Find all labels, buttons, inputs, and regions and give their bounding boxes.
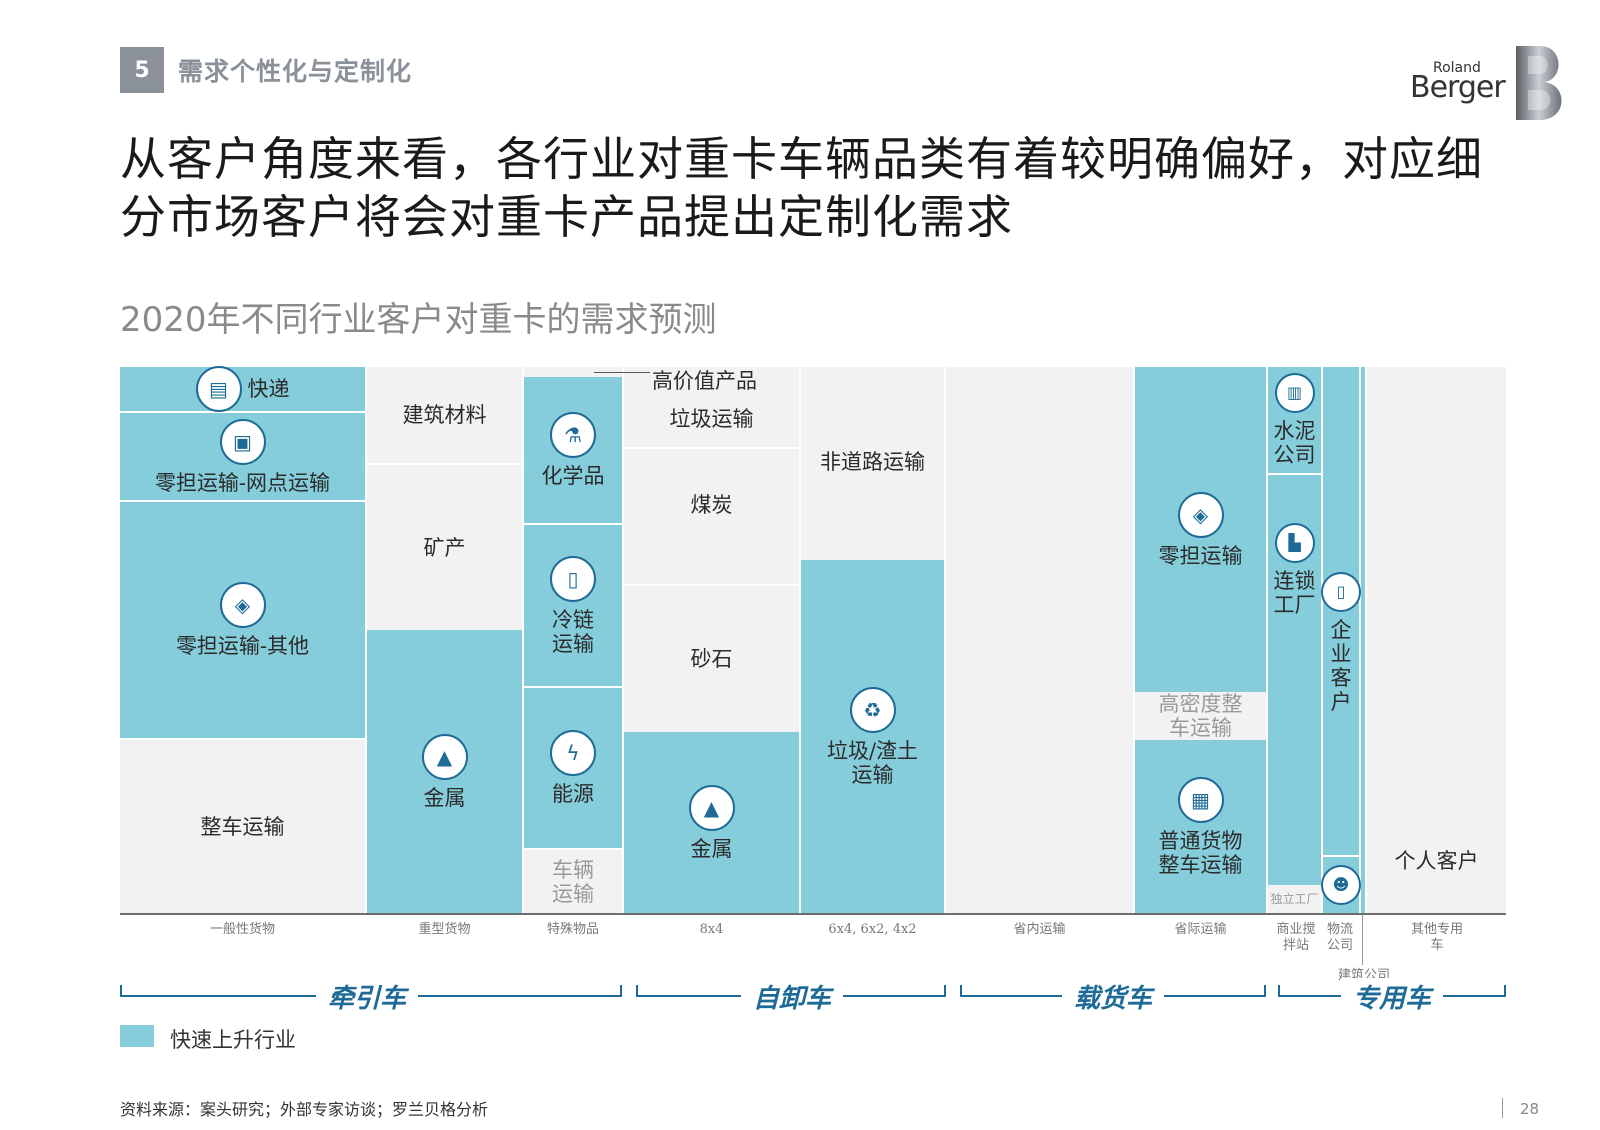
legend-swatch [120,1025,154,1047]
cell-general-ftl-label: 普通货物整车运输 [1158,828,1243,877]
logo-text-berger: Berger [1410,70,1506,105]
gold-bars-icon: ▲ [688,784,735,831]
x-label-logistics: 物流公司 [1326,922,1353,953]
cell-garbage-8x4-label: 垃圾运输 [669,407,754,431]
cell-cement-label: 水泥公司 [1273,419,1316,467]
cell-individual-logistics: ☻ [1321,857,1361,913]
cell-building-materials: 建筑材料 [367,367,522,465]
battery-icon: ϟ [550,730,596,776]
cell-metals-8x4: ▲ 金属 [624,732,799,913]
box-icon: ◈ [219,582,266,628]
logo-text-roland: Roland [1433,60,1481,76]
x-label-other: 其他专用车 [1410,922,1463,953]
cell-individual-customers: 个人客户 [1367,367,1506,913]
high-value-leader-line [594,372,650,373]
x-label-8x4: 8x4 [699,922,724,937]
cell-ltl-inter: ◈ 零担运输 [1135,367,1266,692]
x-label-6x4: 6x4, 6x2, 4x2 [828,922,917,937]
cell-independent-factory: 独立工厂 [1268,885,1321,913]
cell-chemicals: ⚗ 化学品 [524,377,622,525]
cell-garbage-8x4: 垃圾运输 [624,367,799,449]
cell-high-value-goods-label: 高价值产品 [652,369,757,393]
building-icon: ▥ [1274,373,1315,413]
cell-cold-chain: ▯ 冷链运输 [524,525,622,688]
flask-icon: ⚗ [550,412,596,458]
cell-coal: 煤炭 [624,449,799,586]
cell-metals-8x4-label: 金属 [690,836,733,861]
cell-garbage-muck: ♻ 垃圾/渣土运输 [801,560,944,913]
x-label-general: 一般性货物 [209,922,275,937]
cell-general-ftl: ▦ 普通货物整车运输 [1135,740,1266,913]
cell-ltl-network: ▣ 零担运输-网点运输 [120,413,365,502]
cell-high-density: 高密度整车运输 [1135,692,1266,740]
cell-cement: ▥ 水泥公司 [1268,367,1321,475]
headline: 从客户角度来看，各行业对重卡车辆品类有着较明确偏好，对应细分市场客户将会对重卡产… [120,132,1483,244]
cell-vehicle-transport-label: 车辆运输 [552,857,594,906]
cell-minerals: 矿产 [367,465,522,630]
cell-metals-heavy-label: 金属 [423,785,466,810]
cart-icon: ▦ [1177,776,1224,823]
logo-b-mark-icon [1516,46,1562,120]
cell-garbage-muck-label: 垃圾/渣土运输 [826,738,919,787]
bracket-special-label: 专用车 [1341,978,1444,1015]
x-label-inter: 省际运输 [1174,922,1227,937]
cell-express-label: 快递 [247,377,290,401]
page-number-divider [1502,1098,1503,1118]
section-title: 需求个性化与定制化 [178,57,413,86]
cell-express: ▤ 快递 [120,366,365,413]
x-label-heavy: 重型货物 [418,922,471,937]
cell-gravel-label: 砂石 [690,647,733,671]
cell-energy: ϟ 能源 [524,688,622,850]
factory-icon: ▙ [1274,523,1315,563]
cell-coal-label: 煤炭 [690,493,733,517]
bracket-dump-label: 自卸车 [741,978,844,1015]
cell-ltl-other: ◈ 零担运输-其他 [120,502,365,740]
cell-minerals-label: 矿产 [423,535,466,560]
cell-construction-company [1361,367,1365,913]
recycle-icon: ♻ [849,686,896,733]
building-icon: ▯ [1321,572,1361,612]
cell-vehicle-transport: 车辆运输 [524,850,622,913]
x-label-intra: 省内运输 [1013,922,1066,937]
gold-bars-icon: ▲ [421,733,468,780]
cell-building-materials-label: 建筑材料 [402,403,487,427]
cell-intra-province [946,367,1133,913]
cell-off-road-label: 非道路运输 [820,450,925,474]
chart-baseline [120,913,1506,915]
cell-off-road: 非道路运输 [801,367,944,560]
cell-cold-chain-label: 冷链运输 [552,607,594,656]
person-icon: ☻ [1321,865,1361,905]
bracket-cargo-label: 载货车 [1062,978,1165,1015]
page-number: 28 [1520,1100,1540,1118]
cell-ftl-label: 整车运输 [200,814,285,839]
cell-chain-factory-label: 连锁工厂 [1273,569,1316,617]
cell-ftl: 整车运输 [120,740,365,913]
delivery-icon: ▤ [195,366,242,412]
cell-high-value-goods [524,367,622,377]
x-label-special: 特殊物品 [546,922,599,937]
cell-enterprise: ▯ 企业客户 [1321,367,1361,857]
cell-ltl-network-label: 零担运输-网点运输 [154,470,331,495]
truck-icon: ▣ [219,418,266,465]
source-note: 资料来源：案头研究；外部专家访谈；罗兰贝格分析 [120,1100,489,1119]
cell-chemicals-label: 化学品 [541,464,605,488]
section-number-badge: 5 [120,47,164,93]
construction-leader-line [1362,915,1363,965]
cell-individual-customers-label: 个人客户 [1394,849,1479,873]
cell-independent-factory-label: 独立工厂 [1270,892,1319,906]
cell-metals-heavy: ▲ 金属 [367,630,522,913]
box-icon: ◈ [1177,491,1224,538]
cell-energy-label: 能源 [552,782,594,806]
bracket-tractor-label: 牵引车 [316,978,419,1015]
cell-gravel: 砂石 [624,586,799,732]
cell-ltl-inter-label: 零担运输 [1158,543,1243,568]
fridge-icon: ▯ [550,555,596,602]
cell-enterprise-label: 企业客户 [1330,618,1352,714]
cell-chain-factory: ▙ 连锁工厂 [1268,475,1321,885]
legend-label: 快速上升行业 [170,1028,296,1052]
cell-high-density-label: 高密度整车运输 [1158,692,1243,740]
chart-title: 2020年不同行业客户对重卡的需求预测 [120,300,717,340]
x-label-mixing: 商业搅拌站 [1276,922,1316,953]
cell-ltl-other-label: 零担运输-其他 [175,634,310,658]
